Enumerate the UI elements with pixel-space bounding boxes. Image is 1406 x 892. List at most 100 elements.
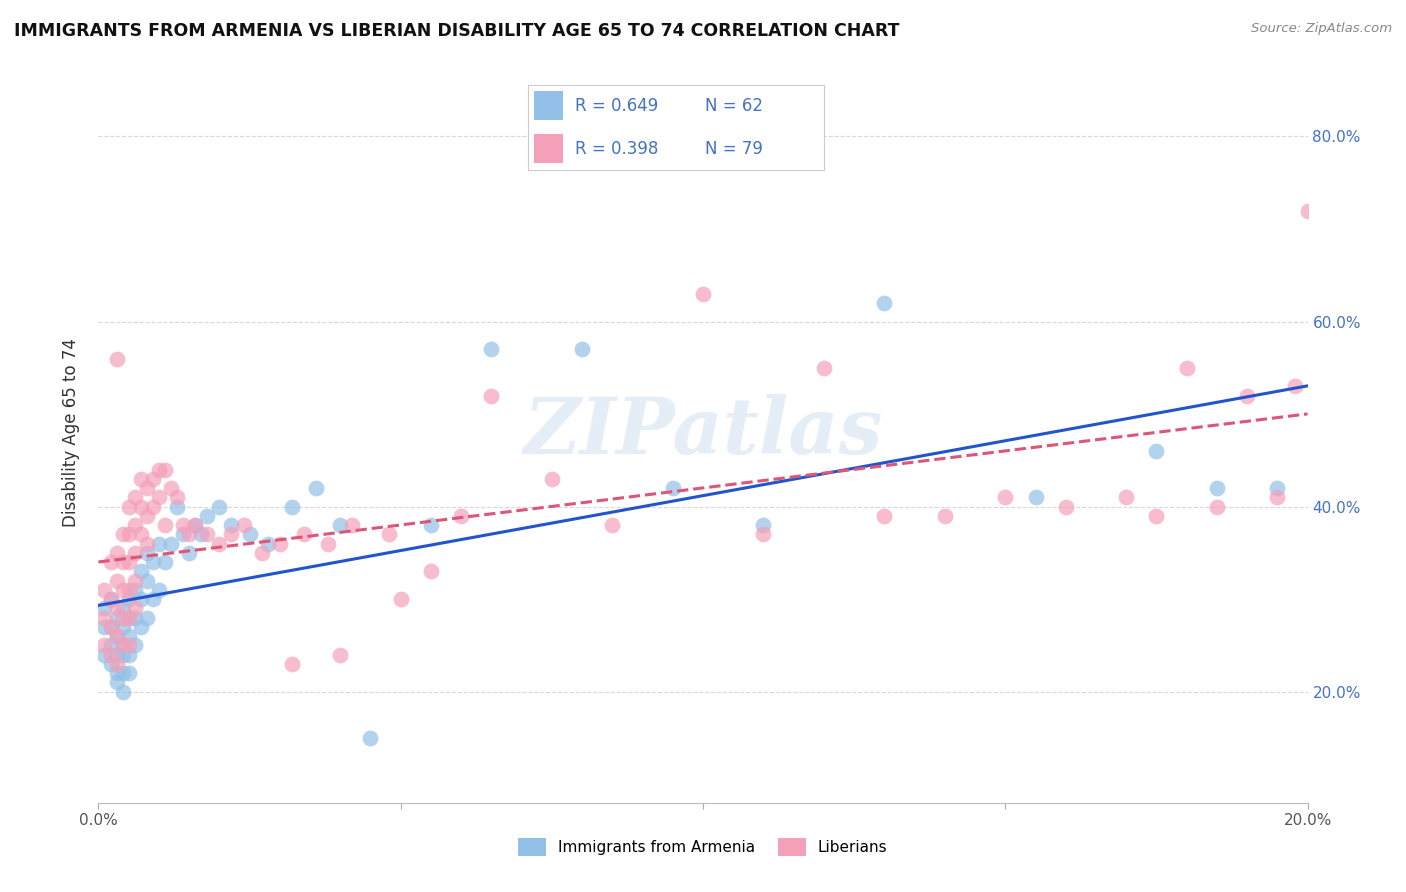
Point (105, 351, 128, 366)
Point (179, 527, 201, 541)
Point (118, 500, 141, 514)
Point (135, 481, 157, 495)
Point (129, 527, 152, 541)
Point (111, 610, 134, 624)
Point (124, 610, 146, 624)
Point (420, 565, 443, 579)
Point (135, 536, 157, 550)
Point (190, 527, 212, 541)
Point (111, 582, 134, 597)
Point (142, 500, 165, 514)
Point (100, 592, 122, 607)
Point (135, 610, 157, 624)
Point (420, 518, 443, 533)
Point (160, 481, 183, 495)
Point (153, 518, 176, 533)
Point (1206, 500, 1229, 514)
Point (111, 639, 134, 653)
Point (160, 536, 183, 550)
Point (111, 555, 134, 569)
Point (124, 639, 146, 653)
Point (118, 527, 141, 541)
Point (105, 675, 128, 690)
Point (118, 666, 141, 681)
Point (1284, 379, 1306, 393)
Point (142, 555, 165, 569)
Point (105, 601, 128, 615)
Point (1054, 500, 1077, 514)
Point (100, 620, 122, 634)
Point (105, 657, 128, 671)
Point (153, 555, 176, 569)
Text: ZIPatlas: ZIPatlas (523, 394, 883, 471)
Point (118, 629, 141, 643)
Point (281, 500, 304, 514)
Point (281, 657, 304, 671)
Point (752, 518, 775, 533)
Point (239, 527, 262, 541)
Point (481, 389, 503, 403)
Point (148, 491, 170, 505)
Point (111, 601, 134, 615)
Point (1175, 360, 1198, 375)
Point (153, 462, 176, 476)
Point (111, 648, 134, 662)
Point (1115, 491, 1137, 505)
Point (329, 518, 352, 533)
Point (360, 731, 382, 745)
Point (166, 491, 188, 505)
Point (148, 462, 170, 476)
Point (111, 527, 134, 541)
Point (93, 648, 115, 662)
Point (292, 527, 315, 541)
Point (105, 629, 128, 643)
Point (232, 518, 254, 533)
Point (93, 610, 115, 624)
Point (118, 610, 141, 624)
Point (540, 472, 562, 486)
Point (172, 518, 194, 533)
Point (124, 582, 146, 597)
Point (1296, 203, 1319, 218)
Point (208, 536, 231, 550)
Point (450, 508, 472, 523)
Point (124, 518, 146, 533)
Point (118, 555, 141, 569)
Point (118, 639, 141, 653)
Point (135, 546, 157, 560)
Point (661, 481, 683, 495)
Point (389, 592, 412, 607)
Point (118, 592, 141, 607)
Point (100, 592, 122, 607)
Point (256, 536, 278, 550)
Point (873, 296, 896, 310)
Point (195, 508, 218, 523)
Point (148, 536, 170, 550)
Point (208, 500, 231, 514)
Point (124, 574, 146, 588)
Point (118, 610, 141, 624)
Point (1206, 481, 1229, 495)
Point (179, 546, 201, 560)
Point (124, 601, 146, 615)
Point (602, 518, 624, 533)
Point (195, 527, 218, 541)
Point (105, 610, 128, 624)
Point (221, 518, 243, 533)
Text: Source: ZipAtlas.com: Source: ZipAtlas.com (1251, 22, 1392, 36)
Point (571, 343, 593, 357)
Point (129, 500, 152, 514)
Point (100, 639, 122, 653)
Point (105, 574, 128, 588)
Point (377, 527, 399, 541)
Point (873, 508, 896, 523)
Point (329, 648, 352, 662)
Point (342, 518, 364, 533)
Point (184, 518, 207, 533)
Point (111, 685, 134, 699)
Point (269, 536, 291, 550)
Point (100, 657, 122, 671)
Point (1024, 491, 1046, 505)
Point (1144, 444, 1167, 458)
Point (129, 565, 152, 579)
